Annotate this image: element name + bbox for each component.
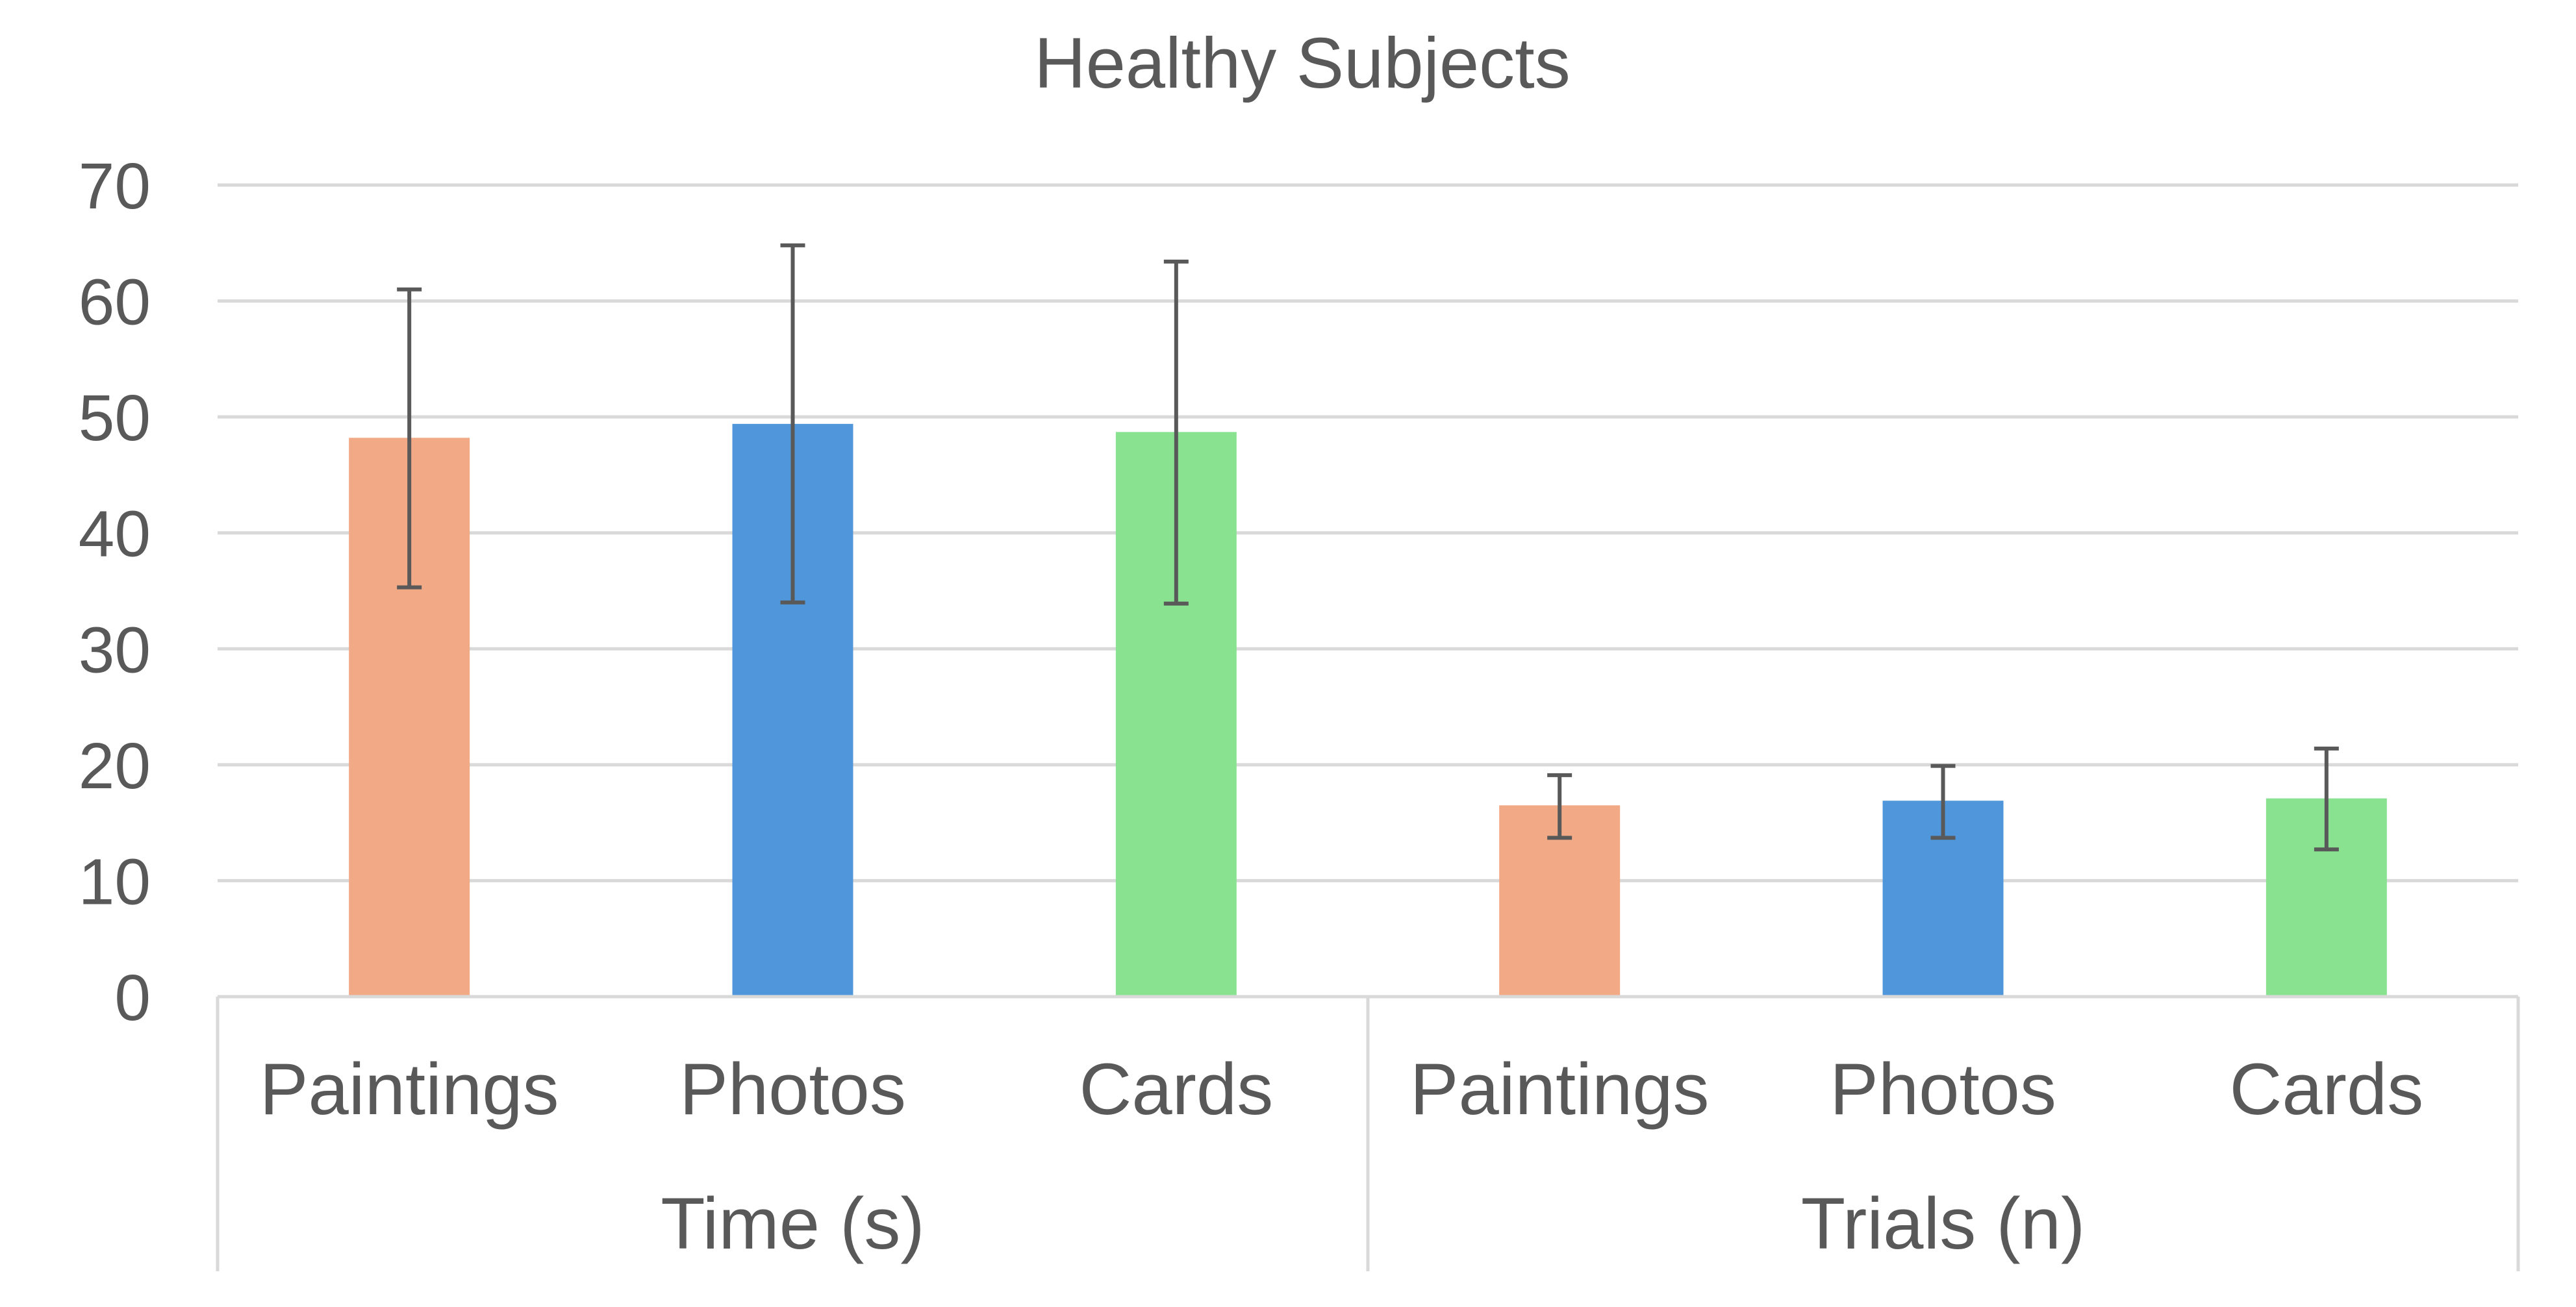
x-group-label: Time (s): [661, 1183, 924, 1264]
x-category-label: Paintings: [260, 1049, 559, 1130]
error-bar: [780, 243, 805, 604]
x-category-label: Photos: [1830, 1049, 2056, 1130]
bars: [349, 423, 2387, 997]
y-tick-label: 10: [79, 845, 151, 918]
chart-title: Healthy Subjects: [1034, 23, 1570, 103]
x-category-label: Photos: [679, 1049, 906, 1130]
error-bar: [397, 287, 422, 590]
y-axis-ticks: 0 10 20 30 40 50 60 70: [79, 150, 151, 1034]
error-bar: [1163, 259, 1189, 606]
y-tick-label: 30: [79, 614, 151, 686]
x-category-label: Paintings: [1410, 1049, 1710, 1130]
x-group-label: Trials (n): [1801, 1183, 2086, 1264]
error-bar: [2314, 746, 2339, 852]
y-tick-label: 70: [79, 150, 151, 223]
y-tick-label: 60: [79, 266, 151, 339]
gridlines: [218, 183, 2518, 882]
y-tick-label: 0: [114, 962, 151, 1034]
x-axis-labels: Paintings Photos Cards Time (s) Paintings Pho…: [260, 1049, 2423, 1264]
y-tick-label: 50: [79, 382, 151, 454]
y-tick-label: 40: [79, 498, 151, 571]
error-bars: [397, 243, 2339, 852]
y-tick-label: 20: [79, 730, 151, 803]
error-bar: [1930, 764, 1956, 840]
error-bar: [1547, 773, 1572, 840]
x-category-label: Cards: [2229, 1049, 2423, 1130]
x-category-label: Cards: [1079, 1049, 1273, 1130]
x-axis: [216, 995, 2520, 1271]
